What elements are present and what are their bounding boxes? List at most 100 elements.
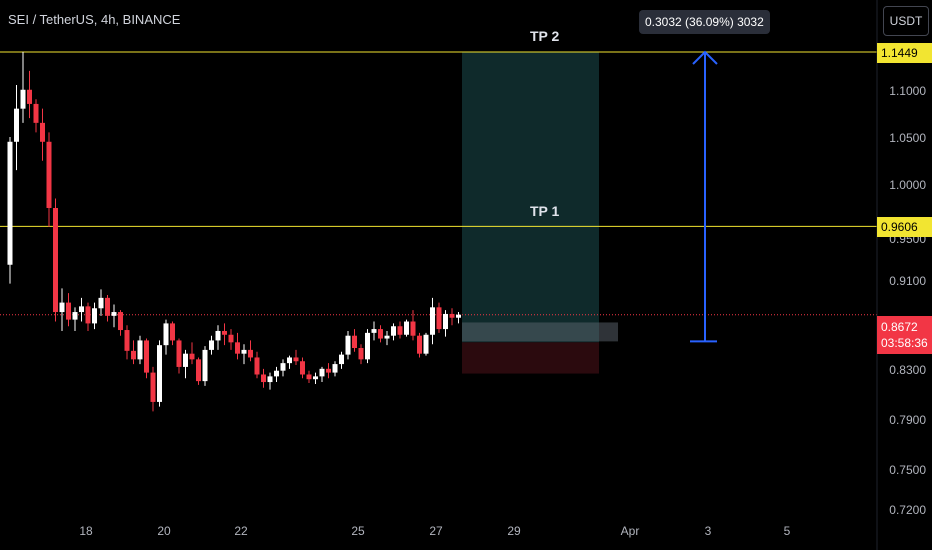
candle-body: [365, 333, 370, 359]
candle-body: [287, 357, 292, 363]
tp2-label: TP 2: [530, 28, 559, 44]
candle-body: [274, 371, 279, 377]
candle-body: [73, 312, 78, 320]
candle-body: [326, 369, 331, 373]
candle-body: [398, 326, 403, 335]
candle-body: [209, 340, 214, 349]
candle-body: [378, 329, 383, 338]
candle-body: [424, 335, 429, 354]
candle-body: [359, 348, 364, 359]
candle-body: [352, 336, 357, 348]
loss-zone: [462, 342, 599, 373]
x-tick: 25: [351, 524, 364, 538]
tp1-label: TP 1: [530, 203, 559, 219]
candle-body: [144, 340, 149, 372]
candle-body: [255, 357, 260, 374]
x-tick: 29: [507, 524, 520, 538]
candle-body: [34, 104, 39, 123]
candle-body: [294, 357, 299, 361]
candle-body: [333, 364, 338, 373]
y-tick: 0.7900: [889, 413, 926, 427]
candle-body: [242, 350, 247, 354]
x-tick: 27: [429, 524, 442, 538]
measure-tooltip: 0.3032 (36.09%) 3032: [639, 10, 770, 34]
y-tick: 1.0000: [889, 178, 926, 192]
candle-body: [229, 335, 234, 343]
candle-body: [183, 354, 188, 367]
candle-body: [261, 374, 266, 382]
candle-body: [196, 359, 201, 381]
y-tick: 0.7200: [889, 503, 926, 517]
candle-body: [385, 336, 390, 339]
candle-body: [443, 314, 448, 329]
last-price: 0.8672: [881, 319, 918, 335]
candle-body: [164, 323, 169, 345]
candle-body: [190, 354, 195, 360]
x-tick: 18: [79, 524, 92, 538]
candle-body: [248, 350, 253, 358]
candle-body: [170, 323, 175, 340]
candle-body: [417, 336, 422, 354]
y-tick: 1.0500: [889, 131, 926, 145]
candle-body: [92, 308, 97, 323]
y-tick: 1.1000: [889, 84, 926, 98]
candle-body: [138, 340, 143, 359]
candle-body: [105, 298, 110, 316]
currency-button[interactable]: USDT: [883, 6, 929, 36]
x-tick: 3: [705, 524, 712, 538]
x-tick: 22: [234, 524, 247, 538]
candle-body: [391, 326, 396, 335]
candle-body: [320, 369, 325, 377]
candle-body: [450, 314, 455, 318]
candle-body: [404, 322, 409, 335]
candle-body: [112, 312, 117, 316]
candle-body: [281, 363, 286, 371]
candle-body: [151, 373, 156, 402]
candle-body: [8, 142, 13, 265]
y-tick: 0.9100: [889, 274, 926, 288]
entry-zone: [462, 322, 618, 341]
candle-body: [14, 109, 19, 142]
candle-body: [47, 142, 52, 208]
candle-body: [268, 376, 273, 382]
last-price-tag: 0.8672 03:58:36: [877, 316, 932, 354]
x-tick: Apr: [621, 524, 640, 538]
candle-body: [411, 322, 416, 336]
candle-body: [346, 336, 351, 355]
bar-countdown: 03:58:36: [881, 335, 928, 351]
candle-body: [79, 306, 84, 312]
x-tick: 20: [157, 524, 170, 538]
candle-body: [222, 331, 227, 335]
candle-body: [307, 374, 312, 379]
candle-body: [456, 315, 461, 318]
candle-body: [66, 303, 71, 320]
x-tick: 5: [784, 524, 791, 538]
y-tick: 0.7500: [889, 463, 926, 477]
candle-body: [177, 340, 182, 366]
candle-body: [372, 329, 377, 333]
candle-body: [430, 307, 435, 334]
candle-body: [53, 208, 58, 312]
tp1-price-tag: 0.9606: [877, 217, 932, 237]
candle-body: [27, 90, 32, 104]
candle-body: [300, 361, 305, 374]
candle-body: [118, 312, 123, 330]
profit-zone: [462, 52, 599, 342]
candle-body: [203, 350, 208, 381]
candle-body: [125, 330, 130, 351]
candle-body: [86, 306, 91, 323]
candle-body: [437, 307, 442, 329]
candle-body: [99, 298, 104, 308]
y-tick: 0.8300: [889, 363, 926, 377]
candle-body: [40, 123, 45, 142]
tp2-price-tag: 1.1449: [877, 43, 932, 63]
candle-body: [60, 303, 65, 312]
candle-body: [157, 345, 162, 402]
candle-body: [21, 90, 26, 109]
candle-body: [131, 351, 136, 360]
candle-body: [313, 376, 318, 379]
symbol-title: SEI / TetherUS, 4h, BINANCE: [8, 12, 180, 27]
candle-body: [235, 342, 240, 353]
candle-body: [216, 331, 221, 340]
